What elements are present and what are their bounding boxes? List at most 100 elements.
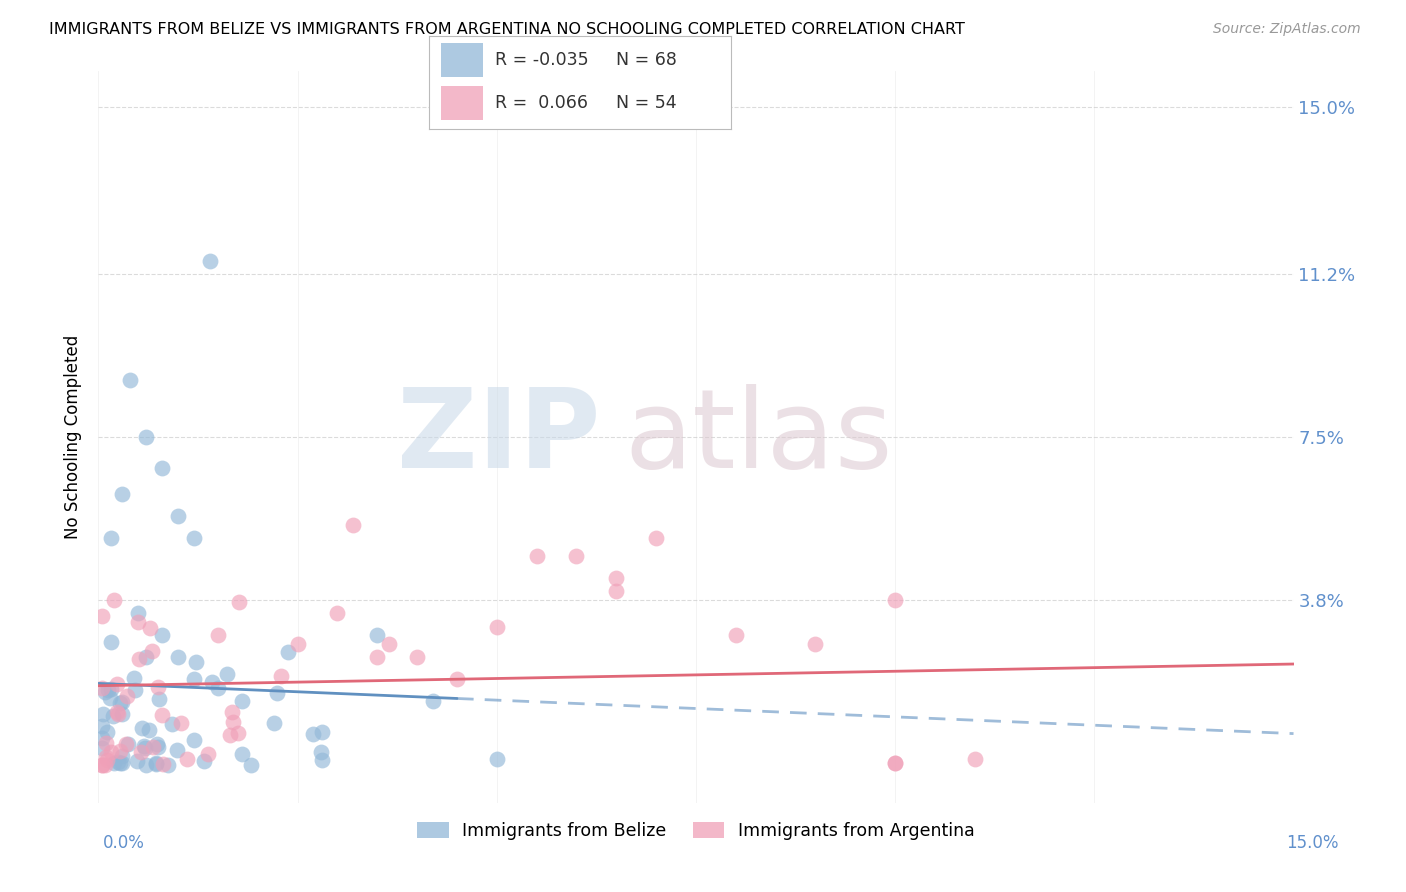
Point: [193, 754, 215, 768]
Point: [146, 681, 169, 695]
Point: [97, 682, 120, 697]
Point: [127, 615, 149, 629]
Point: [135, 758, 157, 772]
Point: [107, 755, 129, 769]
Point: [270, 669, 292, 683]
Point: [222, 715, 245, 730]
Point: [127, 754, 149, 768]
Point: [135, 430, 157, 444]
Point: [526, 549, 548, 563]
Text: R =  0.066: R = 0.066: [495, 95, 588, 112]
Point: [446, 673, 468, 687]
Point: [145, 757, 167, 772]
Text: atlas: atlas: [624, 384, 893, 491]
Point: [219, 728, 242, 742]
Point: [107, 706, 129, 721]
Point: [110, 748, 132, 763]
Text: IMMIGRANTS FROM BELIZE VS IMMIGRANTS FROM ARGENTINA NO SCHOOLING COMPLETED CORRE: IMMIGRANTS FROM BELIZE VS IMMIGRANTS FRO…: [49, 22, 965, 37]
Point: [108, 744, 131, 758]
Point: [94, 758, 117, 772]
Point: [231, 747, 253, 761]
Point: [128, 651, 150, 665]
Point: [167, 650, 190, 665]
Point: [150, 461, 173, 475]
Point: [96, 735, 118, 749]
Point: [91, 706, 114, 721]
Point: [115, 737, 138, 751]
Point: [221, 705, 243, 719]
Point: [105, 676, 128, 690]
Point: [134, 740, 156, 755]
Point: [124, 682, 146, 697]
Point: [135, 650, 157, 665]
Point: [111, 707, 134, 722]
Y-axis label: No Schooling Completed: No Schooling Completed: [65, 335, 83, 539]
Point: [605, 571, 627, 585]
Point: [120, 373, 142, 387]
Point: [127, 607, 149, 621]
Point: [207, 681, 229, 696]
Point: [266, 686, 288, 700]
Point: [804, 637, 827, 651]
Point: [138, 723, 160, 737]
Point: [142, 739, 165, 754]
Point: [183, 732, 205, 747]
Point: [98, 691, 121, 706]
Point: [91, 608, 114, 623]
Point: [91, 731, 114, 745]
Point: [124, 671, 146, 685]
Point: [198, 253, 221, 268]
Point: [91, 719, 114, 733]
Point: [884, 756, 907, 771]
Point: [422, 694, 444, 708]
Point: [91, 681, 114, 696]
Point: [197, 747, 219, 761]
Point: [167, 509, 190, 524]
Point: [110, 756, 132, 771]
Point: [326, 607, 349, 621]
Point: [884, 756, 907, 771]
Point: [131, 722, 153, 736]
Point: [201, 674, 224, 689]
Point: [406, 650, 429, 665]
Point: [96, 753, 118, 767]
Point: [228, 595, 250, 609]
Point: [146, 737, 169, 751]
Point: [141, 644, 163, 658]
Point: [485, 619, 508, 633]
Point: [166, 743, 188, 757]
Point: [91, 758, 114, 772]
Point: [302, 727, 325, 741]
Point: [96, 724, 118, 739]
Point: [183, 673, 205, 687]
Point: [110, 694, 132, 708]
Point: [215, 667, 238, 681]
Point: [605, 584, 627, 599]
Point: [366, 650, 388, 665]
Point: [146, 739, 169, 754]
Text: N = 68: N = 68: [616, 51, 678, 69]
Point: [100, 634, 122, 648]
Point: [884, 593, 907, 607]
Point: [103, 756, 125, 771]
Point: [311, 725, 333, 739]
Point: [231, 694, 253, 708]
Point: [156, 758, 179, 772]
Point: [150, 628, 173, 642]
Point: [100, 532, 122, 546]
Point: [129, 745, 152, 759]
Point: [309, 745, 332, 759]
Text: ZIP: ZIP: [396, 384, 600, 491]
Point: [96, 750, 118, 764]
Point: [107, 705, 129, 719]
Point: [226, 726, 249, 740]
Point: [183, 532, 205, 546]
Point: [311, 752, 333, 766]
Point: [263, 716, 285, 731]
Point: [100, 745, 122, 759]
Point: [170, 715, 193, 730]
Point: [148, 691, 170, 706]
Legend: Immigrants from Belize, Immigrants from Argentina: Immigrants from Belize, Immigrants from …: [411, 814, 981, 847]
Bar: [441, 43, 484, 77]
Point: [103, 593, 125, 607]
